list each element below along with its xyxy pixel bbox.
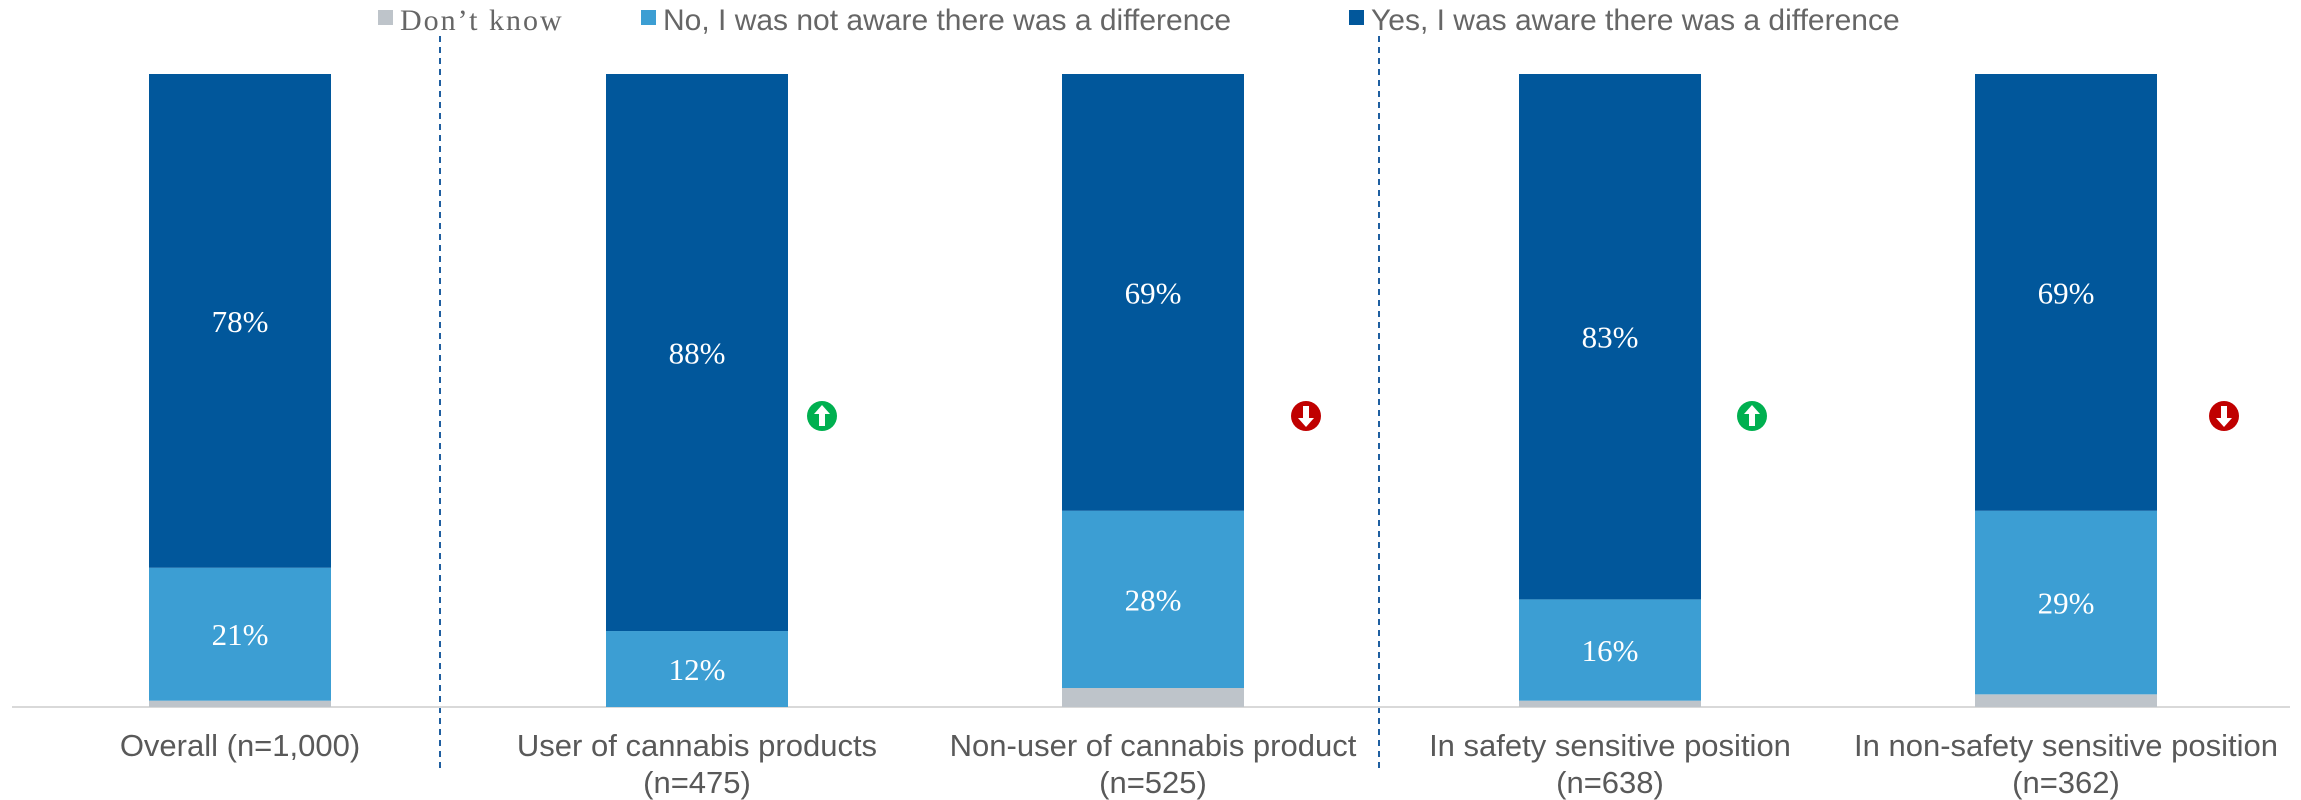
bar-segment [1975,74,2157,511]
legend-label: Don’t know [400,4,564,37]
bar-segment [149,567,331,701]
bar-segment [1062,688,1244,707]
bar-segment [149,74,331,568]
data-label: 16% [1582,633,1639,668]
bar-segment [1062,510,1244,689]
category-label: Non-user of cannabis product [950,728,1357,763]
bar-segment [1519,599,1701,701]
bar-segment [1975,510,2157,695]
data-label: 28% [1125,582,1182,617]
data-label: 21% [212,617,269,652]
legend-label: Yes, I was aware there was a difference [1371,4,1900,37]
data-label: 83% [1582,320,1639,355]
category-label: In safety sensitive position [1429,728,1791,763]
bar-segment [1975,694,2157,707]
arrow-down-icon [2209,401,2239,431]
legend: Don’t know No, I was not aware there was … [378,4,1900,37]
data-label: 69% [2038,275,2095,310]
category-label: Overall (n=1,000) [120,728,360,763]
category-label: User of cannabis products [517,728,877,763]
arrow-up-icon [1737,401,1767,431]
legend-swatch [378,10,393,25]
arrow-down-icon [1291,401,1321,431]
legend-swatch [1349,10,1364,25]
significance-markers [807,401,2239,431]
bar-segment [606,74,788,632]
category-label: (n=525) [1099,765,1207,800]
data-label: 12% [669,652,726,687]
data-label: 88% [669,336,726,371]
category-label: (n=638) [1556,765,1664,800]
data-label: 78% [212,304,269,339]
category-label: In non-safety sensitive position [1854,728,2278,763]
legend-swatch [641,10,656,25]
category-label: (n=362) [2012,765,2120,800]
bars: 21% 78% 12% 88% 28% 69% 16% 83% 29% 69% [149,74,2157,707]
bar-segment [1519,74,1701,600]
category-labels: Overall (n=1,000) User of cannabis produc… [120,728,2278,800]
bar-segment [1519,700,1701,707]
arrow-up-icon [807,401,837,431]
group-dividers [439,36,1380,770]
data-label: 69% [1125,275,1182,310]
legend-label: No, I was not aware there was a differen… [663,4,1231,37]
bar-segment [606,631,788,707]
category-label: (n=475) [643,765,751,800]
bar-segment [149,700,331,707]
data-label: 29% [2038,586,2095,621]
bar-segment [1062,74,1244,511]
